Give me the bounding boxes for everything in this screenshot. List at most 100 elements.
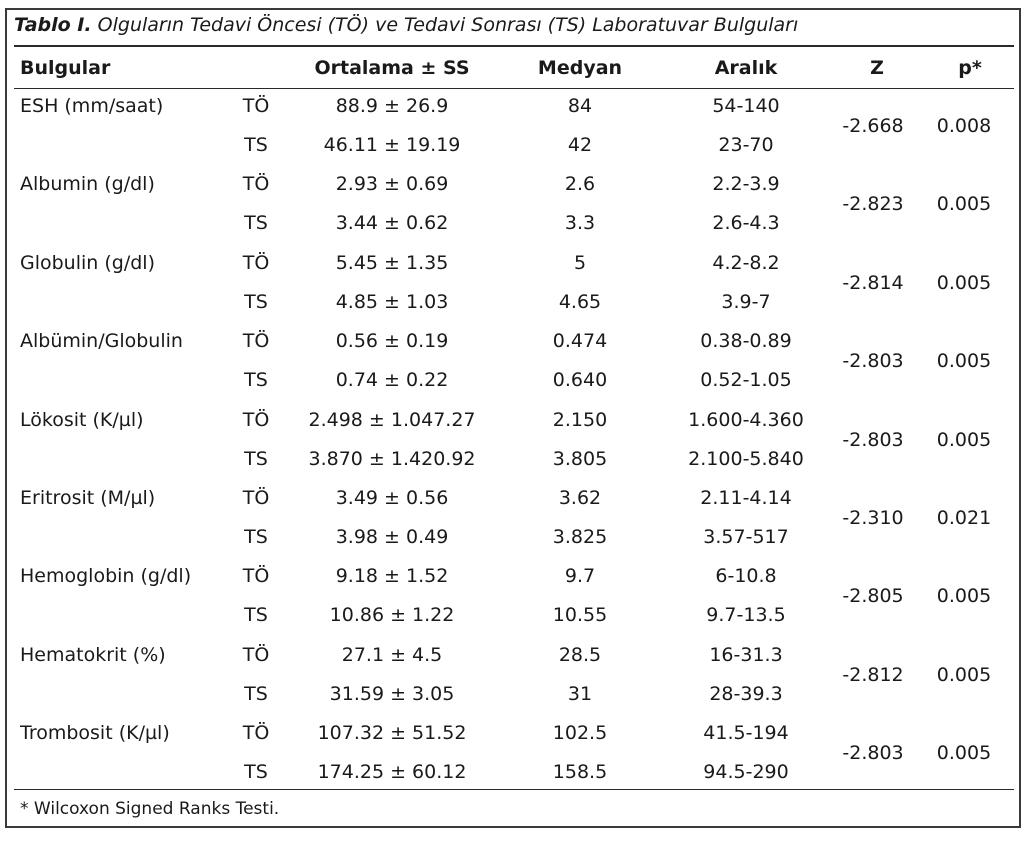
z-value: -2.668 [842,115,904,137]
post-label: TS [244,212,268,234]
header-finding: Bulgular [20,57,111,79]
p-value: 0.005 [936,429,992,451]
p-value: 0.005 [936,193,992,215]
z-value: -2.803 [842,429,904,451]
p-value: 0.005 [936,664,992,686]
post-mean: 10.86 ± 1.22 [329,604,455,626]
post-range: 3.57-517 [703,526,789,548]
pre-median: 2.150 [552,409,608,431]
pre-label: TÖ [242,95,270,117]
caption-lead: Tablo I. [14,14,92,36]
pre-range: 41.5-194 [703,722,789,744]
pre-label: TÖ [242,409,270,431]
post-median: 3.825 [552,526,608,548]
post-label: TS [244,134,268,156]
pre-median: 5 [573,252,587,274]
pre-median: 28.5 [558,644,602,666]
p-value: 0.005 [936,272,992,294]
post-mean: 3.870 ± 1.420.92 [308,448,476,470]
finding-name: Eritrosit (M/µl) [20,487,156,509]
pre-median: 0.474 [552,330,608,352]
post-range: 94.5-290 [703,761,789,783]
pre-mean: 27.1 ± 4.5 [341,644,443,666]
finding-name: Trombosit (K/µl) [20,722,170,744]
finding-name: Lökosit (K/µl) [20,409,144,431]
post-range: 2.100-5.840 [688,448,804,470]
post-range: 2.6-4.3 [712,212,780,234]
post-median: 4.65 [558,291,602,313]
post-range: 3.9-7 [721,291,771,313]
post-mean: 0.74 ± 0.22 [335,369,449,391]
pre-range: 4.2-8.2 [712,252,780,274]
pre-label: TÖ [242,252,270,274]
post-range: 9.7-13.5 [706,604,786,626]
header-z: Z [870,57,884,79]
finding-name: Albumin (g/dl) [20,173,155,195]
pre-range: 54-140 [712,95,780,117]
post-range: 23-70 [718,134,774,156]
post-range: 0.52-1.05 [700,369,792,391]
pre-range: 1.600-4.360 [688,409,804,431]
finding-name: Albümin/Globulin [20,330,183,352]
post-label: TS [244,369,268,391]
z-value: -2.805 [842,585,904,607]
header-median: Medyan [537,57,623,79]
z-value: -2.814 [842,272,904,294]
post-label: TS [244,291,268,313]
pre-label: TÖ [242,173,270,195]
post-mean: 3.44 ± 0.62 [335,212,449,234]
pre-range: 16-31.3 [709,644,783,666]
pre-range: 2.11-4.14 [700,487,792,509]
p-value: 0.005 [936,585,992,607]
post-mean: 31.59 ± 3.05 [329,683,455,705]
finding-name: Hemoglobin (g/dl) [20,565,192,587]
pre-mean: 9.18 ± 1.52 [335,565,449,587]
pre-label: TÖ [242,644,270,666]
post-mean: 3.98 ± 0.49 [335,526,449,548]
pre-label: TÖ [242,722,270,744]
pre-median: 84 [567,95,593,117]
z-value: -2.803 [842,742,904,764]
p-value: 0.021 [936,507,992,529]
pre-mean: 5.45 ± 1.35 [335,252,449,274]
pre-mean: 0.56 ± 0.19 [335,330,449,352]
finding-name: ESH (mm/saat) [20,95,164,117]
top-rule [14,45,1014,47]
post-median: 31 [567,683,593,705]
z-value: -2.803 [842,350,904,372]
pre-median: 2.6 [564,173,596,195]
finding-name: Hematokrit (%) [20,644,166,666]
p-value: 0.005 [936,742,992,764]
post-label: TS [244,761,268,783]
post-median: 42 [567,134,593,156]
post-median: 10.55 [552,604,608,626]
header-p: p* [958,57,982,79]
table-frame [5,8,1021,828]
post-label: TS [244,526,268,548]
finding-name: Globulin (g/dl) [20,252,155,274]
post-median: 158.5 [552,761,608,783]
post-label: TS [244,683,268,705]
post-median: 0.640 [552,369,608,391]
pre-mean: 2.498 ± 1.047.27 [308,409,476,431]
pre-mean: 2.93 ± 0.69 [335,173,449,195]
post-median: 3.3 [564,212,596,234]
bottom-rule [14,789,1014,790]
post-mean: 4.85 ± 1.03 [335,291,449,313]
pre-label: TÖ [242,565,270,587]
pre-mean: 3.49 ± 0.56 [335,487,449,509]
header-range: Aralık [714,57,778,79]
pre-range: 2.2-3.9 [712,173,780,195]
pre-label: TÖ [242,330,270,352]
post-mean: 174.25 ± 60.12 [317,761,467,783]
post-label: TS [244,604,268,626]
header-mean: Ortalama ± SS [314,57,470,79]
pre-label: TÖ [242,487,270,509]
caption-text: Olguların Tedavi Öncesi (TÖ) ve Tedavi S… [97,14,799,36]
p-value: 0.008 [936,115,992,137]
pre-mean: 88.9 ± 26.9 [335,95,449,117]
post-range: 28-39.3 [709,683,783,705]
pre-mean: 107.32 ± 51.52 [317,722,467,744]
post-label: TS [244,448,268,470]
pre-median: 9.7 [564,565,596,587]
